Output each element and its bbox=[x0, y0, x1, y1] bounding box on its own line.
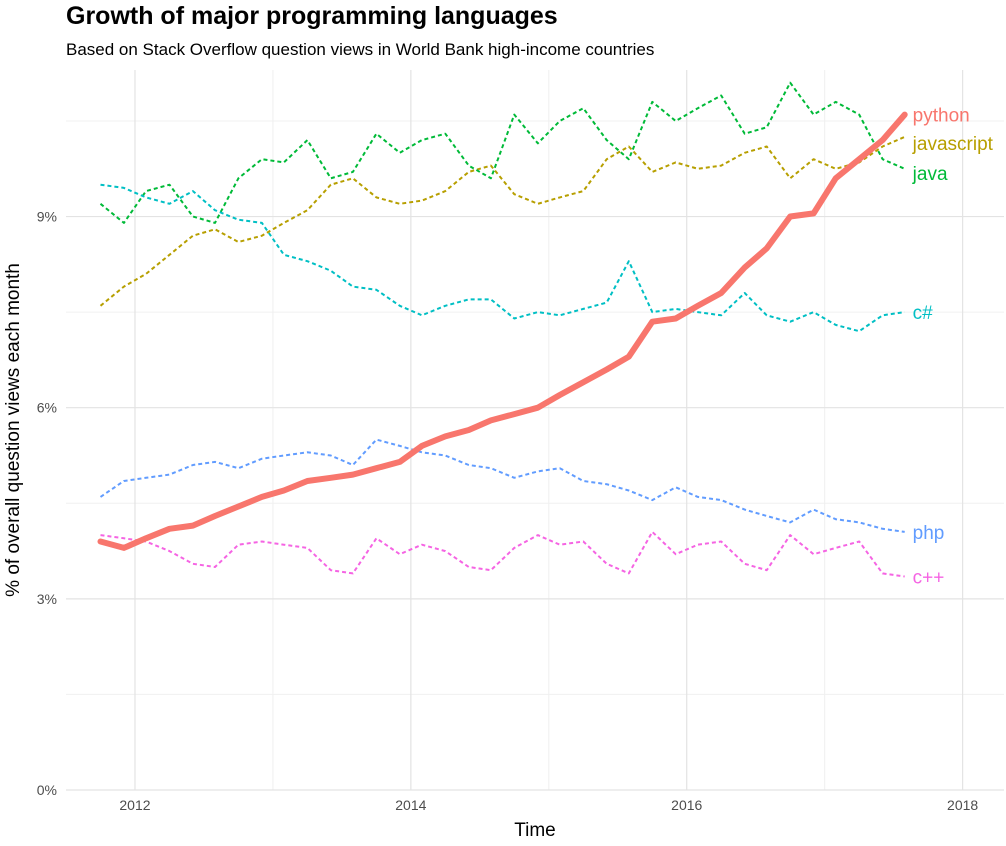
series-line-php bbox=[99, 438, 905, 533]
series-label-java: java bbox=[912, 164, 948, 185]
series-line-python bbox=[97, 111, 908, 551]
series-label-c++: c++ bbox=[913, 568, 945, 589]
series-label-php: php bbox=[913, 523, 945, 544]
y-tick-label: 6% bbox=[37, 400, 57, 416]
x-tick-label: 2014 bbox=[395, 797, 426, 813]
series-label-python: python bbox=[913, 106, 970, 127]
series-line-c# bbox=[100, 183, 905, 333]
series-line-java bbox=[99, 81, 906, 224]
x-tick-label: 2018 bbox=[947, 797, 978, 813]
y-tick-label: 0% bbox=[37, 782, 57, 798]
y-tick-label: 3% bbox=[37, 591, 57, 607]
x-tick-label: 2016 bbox=[671, 797, 702, 813]
x-tick-label: 2012 bbox=[119, 797, 150, 813]
series-labels: python javascript java c# php c++ bbox=[912, 106, 994, 589]
x-axis-title: Time bbox=[514, 820, 556, 841]
series-label-javascript: javascript bbox=[912, 134, 994, 155]
axes: 0% 3% 6% 9% 2012 2014 2016 2018 % of overall que… bbox=[3, 209, 978, 841]
series-layer bbox=[97, 81, 908, 578]
grid bbox=[66, 70, 1004, 791]
chart-subtitle: Based on Stack Overflow question views i… bbox=[66, 40, 655, 59]
y-axis-title: % of overall question views each month bbox=[3, 263, 24, 597]
y-tick-label: 9% bbox=[37, 209, 57, 225]
series-label-c#: c# bbox=[913, 303, 934, 324]
chart-title: Growth of major programming languages bbox=[66, 2, 558, 30]
series-line-c++ bbox=[100, 530, 905, 578]
series-line-javascript bbox=[99, 135, 906, 307]
